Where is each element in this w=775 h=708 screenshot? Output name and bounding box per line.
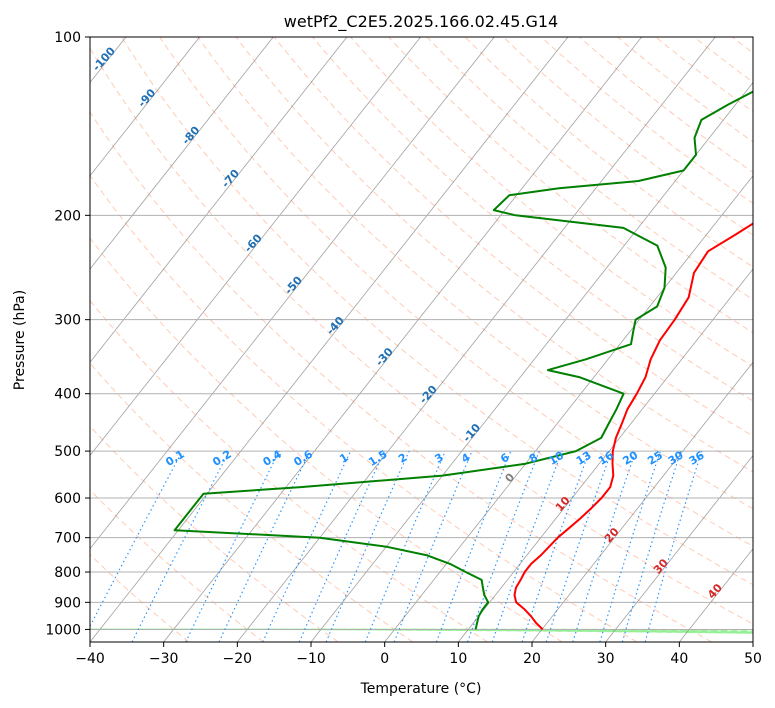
y-tick-label: 600 (54, 491, 81, 507)
mixing-ratio-line (545, 450, 613, 642)
x-axis-label: Temperature (°C) (360, 681, 482, 697)
y-tick-label: 1000 (45, 622, 81, 638)
dry-adiabat-line (90, 47, 753, 625)
y-tick-label: 400 (54, 387, 81, 403)
x-tick-label: 20 (523, 651, 541, 667)
x-tick-label: −30 (149, 651, 179, 667)
mixing-ratio-line (621, 450, 682, 642)
dry-adiabat-line (197, 37, 753, 510)
y-tick-label: 800 (54, 565, 81, 581)
mixing-ratio-line (466, 450, 540, 642)
dry-adiabat-line (312, 37, 753, 402)
isotherm-line (458, 268, 753, 642)
dry-adiabat-line (90, 554, 190, 642)
dry-adiabat-line (235, 37, 753, 473)
dry-adiabat-line (159, 37, 753, 547)
isotherm-line (163, 37, 642, 642)
moist-adiabat-line (90, 628, 753, 632)
y-tick-label: 100 (54, 30, 81, 46)
mixing-ratio-line (90, 450, 183, 628)
isotherm-line (90, 37, 348, 363)
dry-adiabat-line (90, 111, 712, 642)
dry-adiabat-line (273, 37, 753, 437)
mixing-ratio-line (218, 450, 311, 642)
dry-adiabat-line (350, 37, 753, 368)
dry-adiabat-line (90, 299, 488, 642)
dry-adiabat-line (90, 174, 638, 642)
isotherm-line (90, 37, 569, 642)
isotherm-line (605, 454, 753, 642)
mixing-ratio-line (572, 450, 637, 642)
isotherm-line (90, 37, 200, 177)
y-axis-label: Pressure (hPa) (12, 290, 28, 390)
x-tick-label: 30 (597, 651, 615, 667)
x-tick-label: 10 (449, 651, 467, 667)
mixing-ratio-line (599, 450, 661, 642)
y-tick-label: 500 (54, 444, 81, 460)
y-tick-label: 300 (54, 313, 81, 329)
temperature-profile-line (513, 222, 753, 631)
isotherm-line (237, 37, 716, 642)
isotherm-line (90, 37, 274, 270)
mixing-ratio-line (185, 450, 280, 642)
x-tick-label: −10 (296, 651, 326, 667)
isotherm-line (531, 361, 753, 642)
y-tick-label: 900 (54, 595, 81, 611)
isotherm-line (310, 81, 753, 642)
dry-adiabat-line (121, 37, 753, 586)
x-tick-label: 40 (670, 651, 688, 667)
plot-frame (89, 36, 754, 643)
y-tick-label: 700 (54, 531, 81, 547)
x-tick-label: −20 (223, 651, 253, 667)
mixing-ratio-line (644, 450, 703, 642)
x-tick-label: 0 (380, 651, 389, 667)
mixing-ratio-line (435, 450, 512, 642)
isotherm-line (90, 37, 495, 550)
dry-adiabat-line (90, 237, 563, 642)
moist-adiabat-line (90, 628, 753, 632)
dewpoint-profile-line (173, 90, 753, 630)
chart-title: wetPf2_C2E5.2025.166.02.45.G14 (284, 12, 558, 32)
x-tick-label: 50 (744, 651, 762, 667)
isotherm-line (90, 37, 421, 457)
x-tick-label: −40 (75, 651, 105, 667)
isotherm-line (384, 175, 753, 642)
y-tick-label: 200 (54, 208, 81, 224)
mixing-ratio-line (262, 450, 352, 642)
